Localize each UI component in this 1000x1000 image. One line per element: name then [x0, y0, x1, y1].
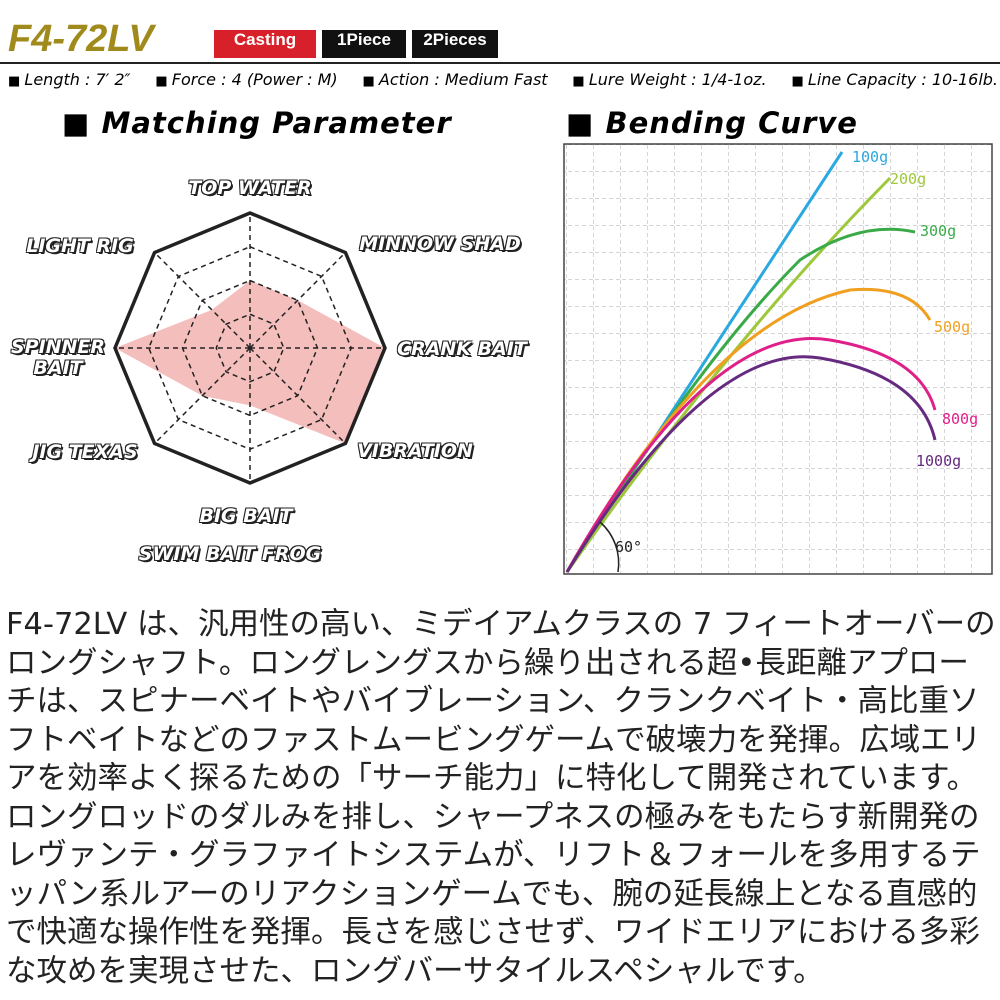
- spoke: [154, 347, 251, 444]
- angle-label: 60°: [615, 538, 642, 556]
- weight-label: 800g: [942, 410, 978, 428]
- spec: Action : Medium Fast: [363, 70, 548, 89]
- category-label: VIBRATION: [357, 440, 473, 462]
- weight-label: 300g: [920, 222, 956, 240]
- spec: Length : 7′ 2″: [8, 70, 130, 89]
- ring: [215, 313, 285, 383]
- tag: 1Piece: [322, 30, 406, 58]
- model-name: F4-72LV: [8, 18, 154, 60]
- spoke: [249, 347, 346, 444]
- radar-chart: [113, 211, 387, 485]
- weight-label: 100g: [852, 148, 888, 166]
- category-label: CRANK BAIT: [397, 338, 527, 360]
- category-label: BIG BAIT: [199, 505, 293, 527]
- bending-curve: 60° 100g 200g 300g 500g 800g 1000g: [563, 143, 993, 575]
- spec: Force : 4 (Power : M): [155, 70, 338, 89]
- tag: Casting: [214, 30, 316, 58]
- weight-label: 200g: [890, 170, 926, 188]
- spec: Line Capacity : 10-16lb.: [791, 70, 998, 89]
- spoke: [154, 252, 251, 349]
- ring: [181, 279, 319, 417]
- category-label: LIGHT RIG: [26, 235, 134, 257]
- spec: Lure Weight : 1/4-1oz.: [572, 70, 767, 89]
- category-label: JIG TEXAS: [32, 441, 138, 463]
- tag: 2Pieces: [412, 30, 498, 58]
- description: F4-72LV は、汎用性の高い、ミデイアムクラスの 7 フィートオーバーのロン…: [6, 607, 996, 989]
- curves: [565, 151, 937, 573]
- angle-arc: [599, 521, 620, 573]
- category-note: SWIM BAIT FROG: [138, 543, 322, 565]
- ring: [113, 211, 387, 485]
- spec-list: Length : 7′ 2″ Force : 4 (Power : M) Act…: [8, 70, 998, 89]
- section-title: Matching Parameter: [62, 106, 452, 140]
- category-label: SPINNER BAIT: [10, 336, 106, 379]
- section-title: Bending Curve: [566, 106, 858, 140]
- category-label: TOP WATER: [188, 177, 312, 199]
- category-label: MINNOW SHAD: [359, 233, 521, 255]
- weight-label: 1000g: [916, 452, 961, 470]
- rule: [0, 62, 1000, 64]
- spoke: [249, 252, 346, 349]
- weight-label: 500g: [934, 318, 970, 336]
